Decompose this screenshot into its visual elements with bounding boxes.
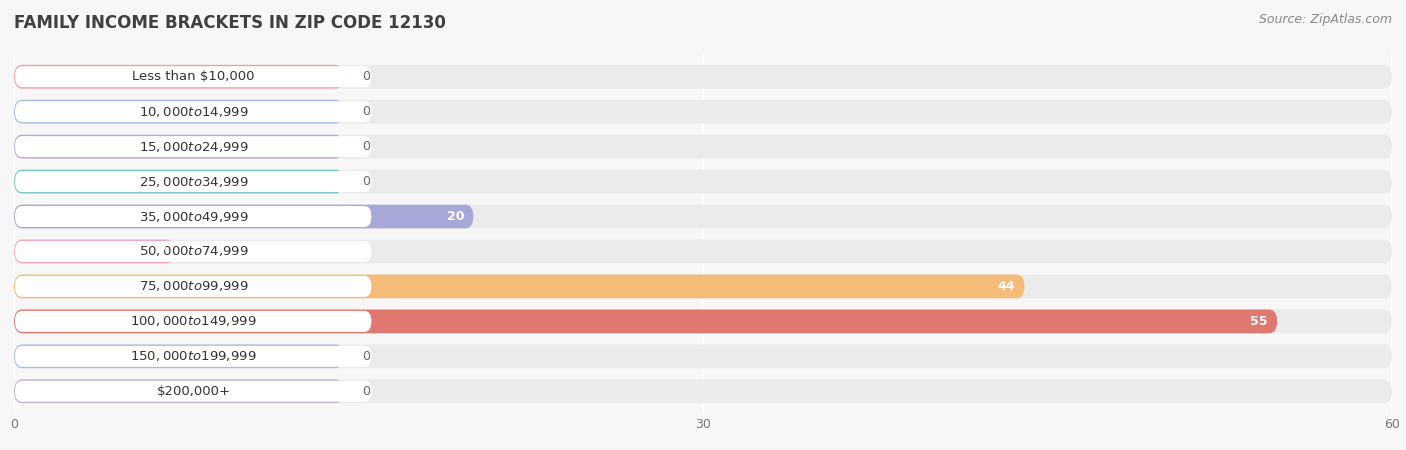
Text: Less than $10,000: Less than $10,000 [132, 70, 254, 83]
FancyBboxPatch shape [14, 344, 1392, 368]
Text: 20: 20 [447, 210, 464, 223]
FancyBboxPatch shape [14, 274, 1025, 298]
Text: FAMILY INCOME BRACKETS IN ZIP CODE 12130: FAMILY INCOME BRACKETS IN ZIP CODE 12130 [14, 14, 446, 32]
Text: $10,000 to $14,999: $10,000 to $14,999 [139, 105, 249, 119]
FancyBboxPatch shape [14, 65, 1392, 89]
FancyBboxPatch shape [14, 170, 343, 194]
Text: $35,000 to $49,999: $35,000 to $49,999 [139, 210, 249, 224]
FancyBboxPatch shape [14, 379, 343, 403]
Text: 0: 0 [361, 140, 370, 153]
FancyBboxPatch shape [15, 381, 371, 402]
FancyBboxPatch shape [14, 135, 1392, 158]
FancyBboxPatch shape [15, 311, 371, 332]
FancyBboxPatch shape [14, 65, 343, 89]
FancyBboxPatch shape [14, 100, 343, 124]
Text: 7: 7 [157, 245, 166, 258]
Text: 0: 0 [361, 385, 370, 398]
Text: $15,000 to $24,999: $15,000 to $24,999 [139, 140, 249, 153]
FancyBboxPatch shape [14, 205, 1392, 229]
FancyBboxPatch shape [14, 100, 1392, 124]
Text: 55: 55 [1250, 315, 1268, 328]
Text: Source: ZipAtlas.com: Source: ZipAtlas.com [1258, 14, 1392, 27]
FancyBboxPatch shape [15, 101, 371, 122]
Text: $150,000 to $199,999: $150,000 to $199,999 [131, 349, 257, 363]
FancyBboxPatch shape [14, 239, 174, 263]
FancyBboxPatch shape [14, 135, 343, 158]
FancyBboxPatch shape [15, 241, 371, 262]
FancyBboxPatch shape [14, 239, 1392, 263]
FancyBboxPatch shape [15, 66, 371, 87]
FancyBboxPatch shape [15, 206, 371, 227]
Text: 0: 0 [361, 350, 370, 363]
Text: $75,000 to $99,999: $75,000 to $99,999 [139, 279, 249, 293]
Text: $50,000 to $74,999: $50,000 to $74,999 [139, 244, 249, 258]
FancyBboxPatch shape [15, 276, 371, 297]
FancyBboxPatch shape [15, 171, 371, 192]
FancyBboxPatch shape [14, 379, 1392, 403]
FancyBboxPatch shape [14, 310, 1392, 333]
Text: $200,000+: $200,000+ [156, 385, 231, 398]
FancyBboxPatch shape [14, 274, 1392, 298]
FancyBboxPatch shape [15, 136, 371, 157]
FancyBboxPatch shape [14, 205, 474, 229]
FancyBboxPatch shape [15, 346, 371, 367]
FancyBboxPatch shape [14, 344, 343, 368]
FancyBboxPatch shape [14, 310, 1277, 333]
Text: $25,000 to $34,999: $25,000 to $34,999 [139, 175, 249, 189]
FancyBboxPatch shape [14, 170, 1392, 194]
Text: 44: 44 [998, 280, 1015, 293]
Text: 0: 0 [361, 175, 370, 188]
Text: $100,000 to $149,999: $100,000 to $149,999 [131, 315, 257, 328]
Text: 0: 0 [361, 105, 370, 118]
Text: 0: 0 [361, 70, 370, 83]
